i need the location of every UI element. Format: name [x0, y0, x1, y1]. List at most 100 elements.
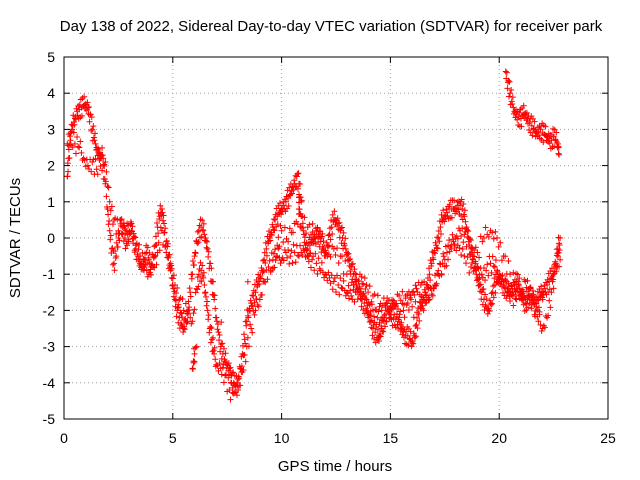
main-trace-point [92, 130, 99, 137]
lower-branch-point [207, 339, 214, 346]
lower-branch-point [142, 257, 149, 264]
main-trace-point [340, 229, 347, 236]
lower-branch-point [251, 311, 258, 318]
lower-branch-point [463, 243, 470, 250]
main-trace-point [535, 304, 542, 311]
lower-branch-point [288, 247, 295, 254]
lower-branch-point [190, 310, 197, 317]
lower-branch-point [225, 374, 232, 381]
late-upper-segment-point [505, 77, 512, 84]
main-trace-point [437, 231, 444, 238]
main-trace-point [525, 304, 532, 311]
isolated-points-point [193, 343, 200, 350]
main-trace-point [455, 206, 462, 213]
late-upper-segment-point [516, 109, 523, 116]
y-tick-label: -2 [43, 302, 56, 318]
main-trace-point [462, 218, 469, 225]
middle-branch-point [396, 292, 403, 299]
late-upper-segment-point [505, 93, 512, 100]
middle-branch-point [528, 305, 535, 312]
main-trace-point [199, 226, 206, 233]
middle-branch-point [436, 260, 443, 267]
main-trace-point [276, 200, 283, 207]
middle-branch-point [299, 220, 306, 227]
main-trace-point [482, 291, 489, 298]
main-trace-point [282, 198, 289, 205]
middle-branch-point [397, 297, 404, 304]
main-trace-point [414, 325, 421, 332]
main-trace-point [412, 333, 419, 340]
middle-branch-point [345, 282, 352, 289]
lower-branch-point [200, 274, 207, 281]
lower-branch-point [286, 260, 293, 267]
lower-branch-point [245, 343, 252, 350]
lower-branch-point [272, 246, 279, 253]
lower-branch-point [312, 250, 319, 257]
middle-branch-point [474, 249, 481, 256]
lower-branch-point [202, 289, 209, 296]
isolated-points-point [191, 350, 198, 357]
main-trace-point [214, 321, 221, 328]
middle-branch-point [330, 245, 337, 252]
lower-branch-point [333, 288, 339, 295]
middle-branch-point [332, 252, 339, 259]
main-trace-point [251, 299, 258, 306]
lower-branch-point [292, 259, 299, 266]
main-trace-point [217, 343, 224, 350]
middle-branch-point [407, 292, 414, 299]
middle-branch-point [276, 243, 283, 250]
main-trace-point [121, 235, 128, 241]
middle-branch-point [525, 294, 532, 301]
late-upper-segment-point [506, 78, 513, 85]
isolated-points-point [298, 224, 305, 231]
lower-branch-point [488, 269, 495, 276]
lower-branch-point [202, 293, 209, 300]
lower-branch-point [212, 356, 219, 363]
main-trace-point [544, 282, 551, 289]
lower-branch-point [178, 310, 185, 317]
lower-branch-point [373, 321, 380, 328]
main-trace-point [225, 367, 232, 374]
lower-branch-point [180, 307, 187, 314]
chart-title: Day 138 of 2022, Sidereal Day-to-day VTE… [60, 18, 603, 35]
lower-branch-point [261, 278, 268, 285]
lower-branch-point [143, 267, 150, 274]
main-trace-point [201, 231, 208, 238]
middle-branch-point [278, 227, 285, 234]
lower-branch-point [113, 231, 120, 238]
lower-branch-point [554, 250, 561, 257]
main-trace-point [488, 290, 495, 297]
lower-branch-point [139, 249, 146, 256]
main-trace-point [169, 282, 176, 289]
lower-branch-point [247, 321, 254, 328]
lower-branch-point [557, 235, 564, 241]
main-trace-point [325, 242, 332, 249]
late-upper-segment-point [537, 126, 544, 133]
lower-branch-point [75, 143, 82, 150]
lower-branch-point [492, 257, 499, 264]
main-trace-point [256, 280, 263, 287]
middle-branch-point [440, 250, 447, 257]
lower-branch-point [93, 166, 100, 173]
main-trace-point [480, 296, 487, 303]
y-tick-label: 1 [47, 194, 55, 210]
lower-branch-point [119, 231, 126, 238]
main-trace-point [71, 121, 78, 128]
lower-branch-point [491, 263, 498, 270]
lower-branch-point [273, 254, 280, 261]
lower-branch-point [84, 162, 91, 169]
middle-branch-point [477, 233, 484, 240]
lower-branch-point [277, 260, 284, 267]
main-trace-point [181, 323, 188, 330]
middle-branch-point [469, 255, 476, 262]
main-trace-point [258, 265, 265, 272]
lower-branch-point [482, 277, 489, 284]
lower-branch-point [501, 284, 508, 291]
isolated-points-point [244, 278, 251, 285]
main-trace-point [379, 328, 386, 335]
late-upper-segment-point [531, 118, 538, 125]
main-trace-point [194, 228, 201, 235]
main-trace-point [203, 244, 210, 251]
lower-branch-point [461, 231, 468, 238]
lower-branch-point [460, 239, 467, 246]
